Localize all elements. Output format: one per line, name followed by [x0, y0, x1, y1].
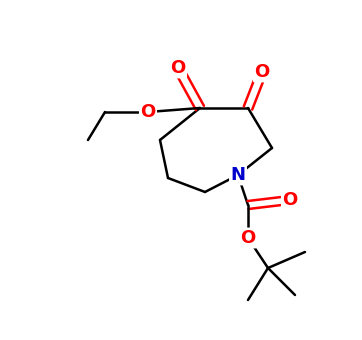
Text: N: N [231, 166, 245, 184]
Text: O: O [171, 59, 186, 77]
Text: O: O [254, 63, 270, 81]
Text: O: O [140, 103, 156, 121]
Text: O: O [240, 229, 256, 247]
Text: O: O [282, 191, 298, 209]
